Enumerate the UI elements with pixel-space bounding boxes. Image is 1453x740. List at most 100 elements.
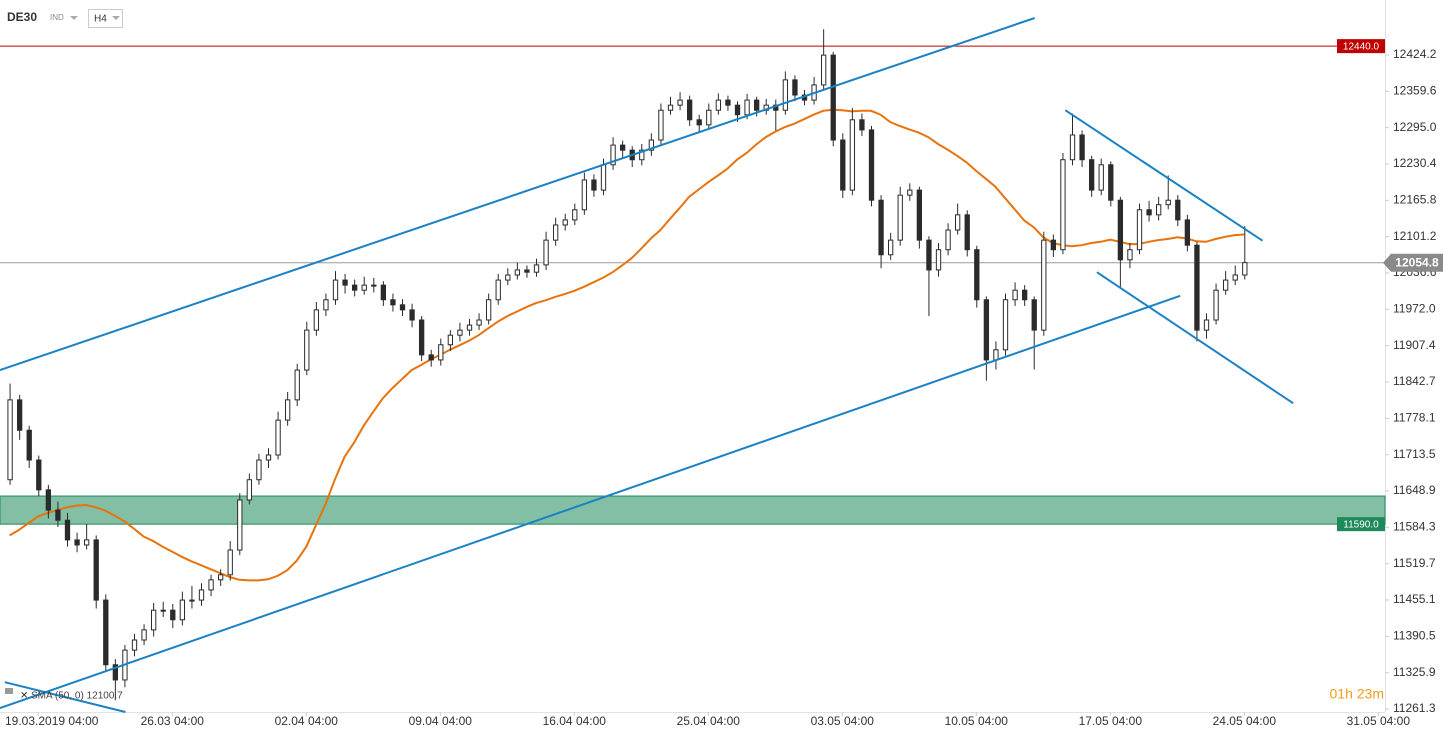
candle-body	[897, 194, 903, 241]
candle-body	[840, 139, 846, 191]
candle-body	[55, 509, 61, 521]
market: IND	[50, 13, 64, 22]
candle-body	[954, 214, 961, 231]
zone-label: 11590.0	[1343, 519, 1379, 530]
candle-body	[696, 119, 702, 126]
trendline	[0, 17, 1036, 372]
x-tick-label: 09.04 04:00	[409, 714, 473, 728]
dropdown-icon[interactable]	[112, 16, 120, 20]
indicator-icon[interactable]: ✕	[20, 691, 28, 702]
candle-body	[648, 139, 655, 151]
candle-body	[179, 599, 186, 621]
candle-body	[983, 299, 990, 361]
candle-body	[217, 574, 224, 581]
candle-body	[16, 399, 23, 431]
sma-line	[9, 108, 1245, 582]
y-tick-label: 11584.3	[1393, 520, 1436, 534]
candle-body	[1203, 319, 1210, 331]
candle-body	[447, 334, 454, 346]
timeframe-box[interactable]	[88, 9, 123, 28]
candle-body	[677, 99, 683, 106]
candle-body	[7, 399, 13, 481]
candle-body	[658, 109, 664, 141]
candle-body	[45, 489, 52, 511]
candle-body	[667, 104, 674, 111]
candle-body	[1098, 164, 1104, 191]
candle-body	[198, 589, 205, 601]
candle-body	[993, 349, 999, 361]
y-tick-label: 11842.7	[1393, 374, 1436, 388]
candle-body	[1136, 209, 1143, 251]
trendline	[0, 294, 1181, 710]
x-tick-label: 24.05 04:00	[1213, 714, 1277, 728]
candle-body	[1069, 134, 1076, 161]
candle-body	[1146, 209, 1152, 216]
candle-body	[409, 309, 415, 321]
candle-body	[581, 179, 588, 211]
candle-body	[399, 304, 406, 311]
candle-body	[514, 269, 521, 276]
indicator-icon[interactable]	[5, 688, 13, 694]
candle-body	[418, 319, 425, 356]
plot-area	[0, 17, 1386, 713]
candle-body	[304, 329, 310, 371]
candle-body	[868, 129, 875, 201]
candle-body	[945, 229, 951, 251]
candle-body	[533, 264, 540, 273]
candle-body	[1117, 199, 1124, 261]
candle-body	[887, 239, 894, 256]
candle-body	[964, 214, 970, 251]
candle-body	[1184, 219, 1191, 246]
candle-body	[1079, 134, 1085, 161]
candle-body	[313, 309, 320, 331]
candle-timer: 01h 23m	[1330, 686, 1384, 702]
candle-body	[830, 54, 836, 141]
candle-body	[619, 144, 626, 151]
candle-body	[495, 279, 501, 301]
candle-body	[26, 429, 32, 461]
x-tick-label: 10.05 04:00	[945, 714, 1009, 728]
candle-body	[1021, 289, 1028, 301]
candle-body	[103, 599, 109, 666]
support-zone	[0, 495, 1386, 525]
candle-body	[878, 199, 884, 256]
candle-body	[1127, 249, 1133, 261]
candle-body	[160, 609, 166, 612]
candle-body	[916, 189, 923, 241]
candle-body	[744, 99, 750, 116]
candle-body	[275, 419, 281, 456]
candle-body	[74, 539, 80, 546]
candle-body	[591, 179, 597, 191]
x-tick-label: 31.05 04:00	[1347, 714, 1411, 728]
candle-body	[208, 579, 214, 591]
dropdown-icon[interactable]	[70, 16, 78, 20]
candle-body	[380, 284, 387, 301]
candle-body	[466, 324, 473, 331]
candle-body	[935, 249, 942, 271]
candle-body	[1108, 164, 1114, 201]
candle-body	[141, 629, 147, 641]
y-tick-label: 11390.5	[1393, 629, 1436, 643]
candle-body	[485, 299, 492, 321]
candle-body	[562, 219, 568, 226]
x-tick-label: 19.03.2019 04:00	[5, 714, 99, 728]
symbol[interactable]: DE30	[7, 10, 37, 24]
y-tick-label: 12359.6	[1393, 84, 1437, 98]
candle-body	[294, 369, 300, 401]
candle-body	[170, 609, 176, 621]
y-tick-label: 11519.7	[1393, 556, 1436, 570]
candle-body	[1050, 239, 1057, 251]
candle-body	[189, 599, 195, 602]
candle-body	[237, 499, 243, 551]
candle-body	[256, 459, 262, 481]
y-tick-label: 12230.4	[1393, 156, 1437, 170]
candle-body	[1012, 289, 1018, 301]
timeframe[interactable]: H4	[94, 14, 107, 25]
candle-body	[351, 284, 358, 291]
x-tick-label: 17.05 04:00	[1079, 714, 1143, 728]
candle-body	[505, 274, 511, 281]
candle-body	[820, 54, 827, 86]
resistance-label-box	[1337, 39, 1385, 54]
last-price-label: 12054.8	[1395, 255, 1439, 269]
